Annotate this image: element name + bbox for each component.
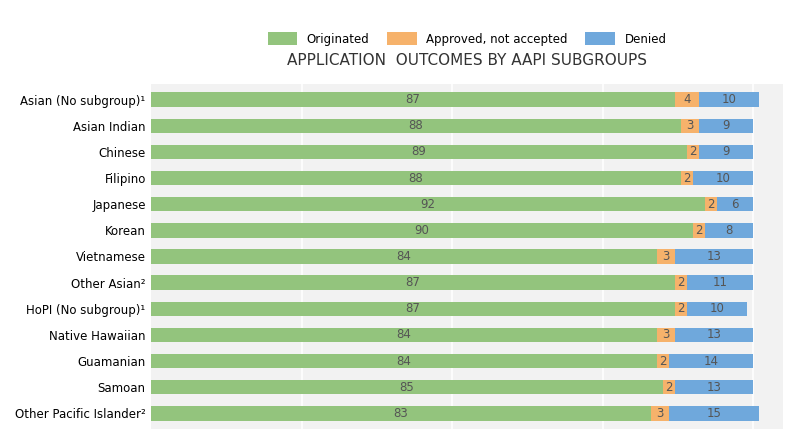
- Text: 3: 3: [686, 119, 693, 132]
- Bar: [675, 249, 753, 264]
- Bar: [675, 275, 687, 290]
- Text: 3: 3: [662, 250, 670, 263]
- Bar: [152, 249, 657, 264]
- Bar: [681, 171, 693, 185]
- Bar: [657, 354, 669, 368]
- Bar: [152, 223, 693, 238]
- Text: 9: 9: [722, 119, 729, 132]
- Text: 10: 10: [709, 302, 725, 315]
- Text: 90: 90: [415, 224, 429, 237]
- Bar: [675, 301, 687, 316]
- Bar: [152, 380, 662, 394]
- Bar: [693, 171, 753, 185]
- Text: 85: 85: [400, 381, 414, 394]
- Text: 88: 88: [409, 171, 424, 185]
- Text: 10: 10: [721, 93, 737, 106]
- Bar: [669, 354, 753, 368]
- Bar: [662, 380, 675, 394]
- Bar: [705, 223, 753, 238]
- Text: 2: 2: [695, 224, 702, 237]
- Text: 10: 10: [715, 171, 730, 185]
- Text: 2: 2: [683, 171, 690, 185]
- Text: 3: 3: [662, 329, 670, 341]
- Bar: [675, 380, 753, 394]
- Text: 13: 13: [706, 250, 721, 263]
- Text: 84: 84: [397, 355, 412, 368]
- Text: 87: 87: [405, 93, 421, 106]
- Text: 87: 87: [405, 276, 421, 289]
- Bar: [152, 406, 650, 420]
- Text: 15: 15: [706, 407, 721, 420]
- Legend: Originated, Approved, not accepted, Denied: Originated, Approved, not accepted, Deni…: [263, 28, 671, 50]
- Text: 2: 2: [677, 302, 685, 315]
- Text: 83: 83: [393, 407, 409, 420]
- Text: 2: 2: [665, 381, 673, 394]
- Text: 9: 9: [722, 146, 729, 159]
- Bar: [717, 197, 753, 211]
- Text: 87: 87: [405, 302, 421, 315]
- Text: 88: 88: [409, 119, 424, 132]
- Bar: [705, 197, 717, 211]
- Bar: [693, 223, 705, 238]
- Text: 8: 8: [725, 224, 733, 237]
- Bar: [152, 119, 681, 133]
- Text: 13: 13: [706, 381, 721, 394]
- Text: 84: 84: [397, 250, 412, 263]
- Text: 13: 13: [706, 329, 721, 341]
- Bar: [687, 301, 747, 316]
- Text: 14: 14: [703, 355, 718, 368]
- Text: 2: 2: [677, 276, 685, 289]
- Bar: [152, 171, 681, 185]
- Bar: [152, 275, 675, 290]
- Text: 84: 84: [397, 329, 412, 341]
- Text: 2: 2: [689, 146, 697, 159]
- Bar: [152, 92, 675, 107]
- Bar: [152, 328, 657, 342]
- Bar: [152, 301, 675, 316]
- Text: 92: 92: [421, 198, 436, 211]
- Bar: [152, 197, 705, 211]
- Bar: [675, 92, 699, 107]
- Text: 6: 6: [731, 198, 739, 211]
- Bar: [650, 406, 669, 420]
- Bar: [687, 145, 699, 159]
- Text: 4: 4: [683, 93, 690, 106]
- Bar: [657, 249, 675, 264]
- Text: 89: 89: [412, 146, 426, 159]
- Bar: [681, 119, 699, 133]
- Text: 2: 2: [707, 198, 714, 211]
- Bar: [669, 406, 759, 420]
- Text: 2: 2: [659, 355, 666, 368]
- Text: 11: 11: [713, 276, 727, 289]
- Bar: [699, 119, 753, 133]
- Bar: [152, 145, 687, 159]
- Bar: [687, 275, 753, 290]
- Bar: [152, 354, 657, 368]
- Bar: [699, 145, 753, 159]
- Bar: [699, 92, 759, 107]
- Bar: [657, 328, 675, 342]
- Text: 3: 3: [656, 407, 663, 420]
- Title: APPLICATION  OUTCOMES BY AAPI SUBGROUPS: APPLICATION OUTCOMES BY AAPI SUBGROUPS: [287, 52, 647, 67]
- Bar: [675, 328, 753, 342]
